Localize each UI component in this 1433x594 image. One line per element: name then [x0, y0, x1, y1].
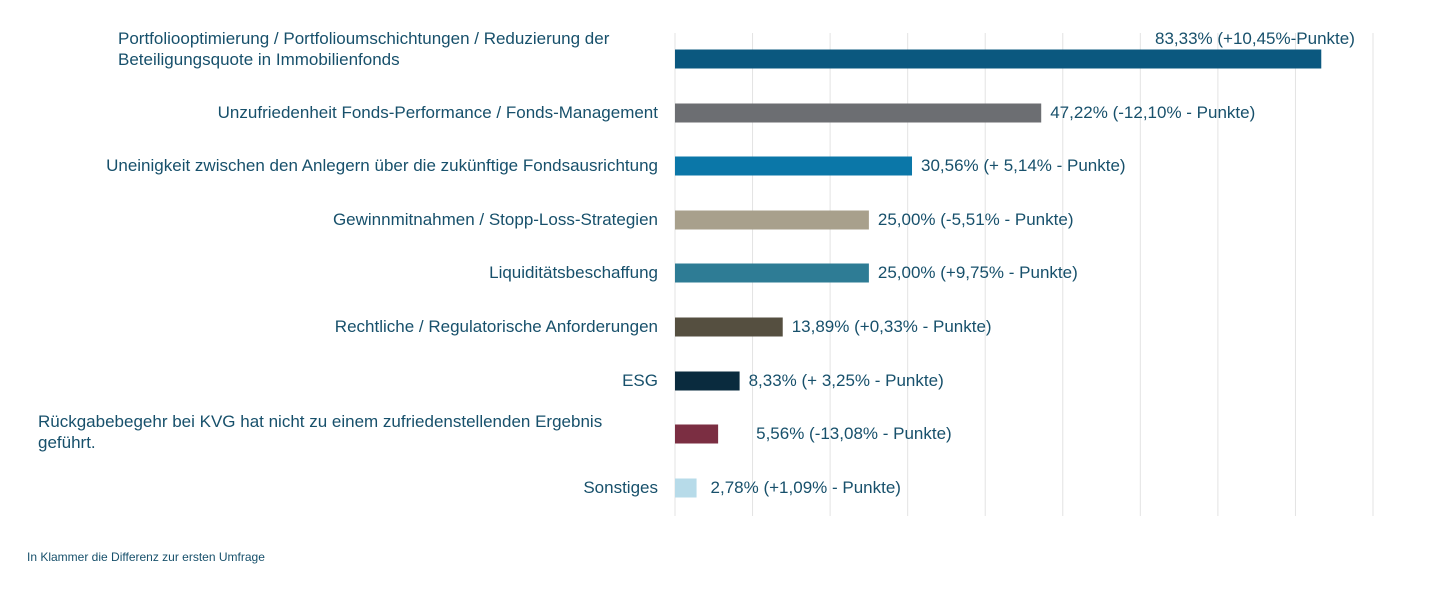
category-label: Rechtliche / Regulatorische Anforderunge… — [334, 317, 658, 336]
bars — [675, 49, 1322, 498]
category-label: Rückgabebegehr bei KVG hat nicht zu eine… — [38, 412, 603, 452]
bar — [675, 210, 869, 230]
category-label: Gewinnmitnahmen / Stopp-Loss-Strategien — [332, 210, 658, 229]
data-label: 30,56% (+ 5,14% - Punkte) — [921, 156, 1126, 175]
data-label: 25,00% (+9,75% - Punkte) — [877, 263, 1078, 282]
bar — [675, 263, 869, 283]
data-label: 83,33% (+10,45%-Punkte) — [1155, 29, 1355, 48]
category-label: Liquiditätsbeschaffung — [489, 263, 658, 282]
category-label: Uneinigkeit zwischen den Anlegern über d… — [106, 156, 658, 175]
category-label: ESG — [622, 371, 658, 390]
category-label: Unzufriedenheit Fonds-Performance / Fond… — [217, 103, 658, 122]
category-label: Portfoliooptimierung / Portfolioumschich… — [118, 29, 610, 69]
bar — [675, 424, 719, 444]
data-label: 8,33% (+ 3,25% - Punkte) — [748, 371, 944, 390]
data-label: 25,00% (-5,51% - Punkte) — [877, 210, 1074, 229]
bar — [675, 317, 783, 337]
data-label: 47,22% (-12,10% - Punkte) — [1050, 103, 1256, 122]
category-label: Sonstiges — [583, 478, 658, 497]
data-label: 13,89% (+0,33% - Punkte) — [791, 317, 992, 336]
footnote: In Klammer die Differenz zur ersten Umfr… — [27, 550, 265, 564]
bar — [675, 371, 740, 391]
bar — [675, 156, 913, 176]
data-label: 2,78% (+1,09% - Punkte) — [710, 478, 901, 497]
bar — [675, 49, 1322, 69]
bar — [675, 478, 697, 498]
bar — [675, 103, 1042, 123]
data-label: 5,56% (-13,08% - Punkte) — [756, 424, 952, 443]
